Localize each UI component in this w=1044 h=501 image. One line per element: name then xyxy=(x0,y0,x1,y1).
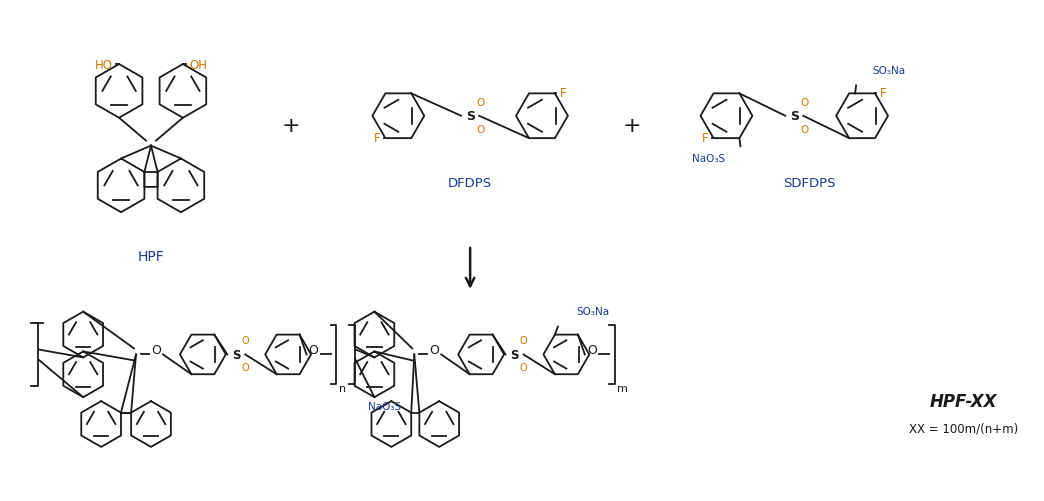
Text: F: F xyxy=(702,132,709,145)
Text: S: S xyxy=(232,349,240,362)
Text: F: F xyxy=(560,87,567,100)
Text: SO₃Na: SO₃Na xyxy=(872,66,905,76)
Text: HPF-XX: HPF-XX xyxy=(930,393,998,411)
Text: O: O xyxy=(241,363,250,373)
Text: NaO₃S: NaO₃S xyxy=(367,402,401,412)
Text: S: S xyxy=(511,349,519,362)
Text: O: O xyxy=(520,337,527,347)
Text: DFDPS: DFDPS xyxy=(448,177,492,190)
Text: SO₃Na: SO₃Na xyxy=(576,307,610,317)
Text: HPF: HPF xyxy=(138,250,164,264)
Text: HO: HO xyxy=(95,59,113,72)
Text: S: S xyxy=(789,110,799,123)
Text: O: O xyxy=(520,363,527,373)
Text: O: O xyxy=(151,344,161,357)
Text: OH: OH xyxy=(189,59,207,72)
Text: O: O xyxy=(429,344,440,357)
Text: O: O xyxy=(800,125,808,135)
Text: +: + xyxy=(281,116,300,136)
Text: n: n xyxy=(339,384,347,394)
Text: O: O xyxy=(476,125,484,135)
Text: SDFDPS: SDFDPS xyxy=(783,177,835,190)
Text: O: O xyxy=(476,98,484,108)
Text: O: O xyxy=(800,98,808,108)
Text: NaO₃S: NaO₃S xyxy=(692,153,726,163)
Text: m: m xyxy=(617,384,627,394)
Text: +: + xyxy=(622,116,641,136)
Text: XX = 100m/(n+m): XX = 100m/(n+m) xyxy=(909,422,1019,435)
Text: O: O xyxy=(309,344,318,357)
Text: F: F xyxy=(880,87,886,100)
Text: O: O xyxy=(587,344,597,357)
Text: S: S xyxy=(466,110,475,123)
Text: F: F xyxy=(374,132,380,145)
Text: O: O xyxy=(241,337,250,347)
